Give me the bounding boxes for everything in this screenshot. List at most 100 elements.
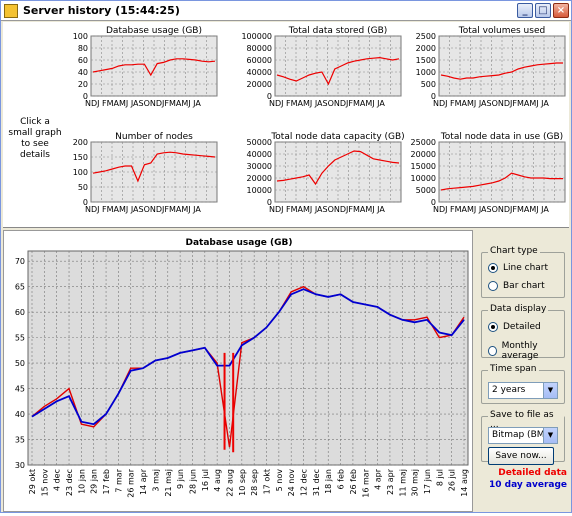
radio-dot-icon — [488, 346, 497, 356]
x-axis-months: NDJ FMAMJ JASONDJFMAMJ JA — [269, 99, 385, 108]
y-tick-label: 0 — [431, 92, 436, 101]
x-tick-label: 4 apr — [374, 468, 383, 490]
y-tick-label: 60 — [78, 56, 88, 65]
x-axis-months: NDJ FMAMJ JASONDJFMAMJ JA — [433, 99, 549, 108]
y-tick-label: 60000 — [247, 56, 272, 65]
y-tick-label: 100 — [73, 32, 88, 41]
y-tick-label: 2500 — [416, 32, 436, 41]
y-tick-label: 200 — [73, 138, 88, 147]
x-axis-months: NDJ FMAMJ JASONDJFMAMJ JA — [433, 205, 549, 214]
x-axis-months: NDJ FMAMJ JASONDJFMAMJ JA — [85, 205, 201, 214]
legend-average: 10 day average — [489, 480, 567, 490]
y-tick-label: 150 — [73, 153, 88, 162]
x-tick-label: 29 jan — [90, 469, 99, 494]
time-span-label: Time span — [488, 364, 539, 374]
y-tick-label: 35 — [15, 436, 25, 445]
x-tick-label: 26 jul — [448, 469, 457, 491]
x-tick-label: 5 nov — [275, 469, 284, 492]
y-tick-label: 10000 — [247, 186, 272, 195]
y-tick-label: 60 — [15, 308, 25, 317]
y-tick-label: 70 — [15, 257, 25, 266]
small-chart-title: Total volumes used — [458, 26, 545, 36]
small-chart-line — [440, 62, 563, 80]
x-tick-label: 26 feb — [349, 469, 358, 495]
y-tick-label: 0 — [267, 198, 272, 207]
x-tick-label: 11 maj — [398, 469, 407, 497]
x-tick-label: 16 mar — [361, 468, 370, 497]
x-tick-label: 31 dec — [312, 469, 321, 496]
radio-monthly-average-label: Monthly average — [501, 341, 539, 361]
y-tick-label: 0 — [83, 198, 88, 207]
small-chart-2: Total data stored (GB) 100000 80000 60000 40… — [241, 26, 402, 108]
series-line-average — [31, 288, 465, 426]
chart-type-group: Chart type Line chart Bar chart — [481, 246, 565, 298]
detail-panel: Database usage (GB) 30 35 40 45 50 55 60 65 70 29 … — [3, 230, 569, 512]
chart-type-label: Chart type — [488, 246, 540, 256]
small-chart-line — [440, 172, 563, 191]
summary-charts-panel: Click a small graph to see details Datab… — [3, 22, 569, 228]
data-display-group: Data display Detailed Monthly average — [481, 304, 565, 361]
close-button[interactable]: × — [553, 3, 569, 18]
small-chart-title: Database usage (GB) — [106, 26, 202, 36]
x-tick-label: 23 dec — [65, 469, 74, 496]
save-now-button[interactable]: Save now... — [488, 447, 554, 465]
y-tick-label: 1000 — [416, 68, 436, 77]
radio-bar-chart-label: Bar chart — [503, 281, 545, 291]
main-chart-svg: Database usage (GB) 30 35 40 45 50 55 60 65 70 29 … — [15, 238, 469, 498]
y-tick-label: 65 — [15, 283, 25, 292]
chevron-down-icon[interactable]: ▼ — [543, 428, 557, 443]
y-tick-label: 50000 — [247, 138, 272, 147]
save-group: Save to file as ... Bitmap (BMP) ▼ Save n… — [481, 410, 565, 465]
y-tick-label: 45 — [15, 385, 25, 394]
save-format-select[interactable]: Bitmap (BMP) ▼ — [488, 427, 558, 444]
small-chart-6: Total node data in use (GB) 25000 20000 150… — [411, 132, 566, 214]
small-chart-title: Total node data capacity (GB) — [270, 132, 404, 142]
x-tick-label: 4 aug — [213, 469, 222, 492]
x-tick-label: 30 maj — [411, 469, 420, 497]
radio-bar-chart[interactable]: Bar chart — [488, 281, 545, 291]
small-chart-line — [276, 150, 400, 186]
small-chart-line — [92, 58, 216, 77]
time-span-select[interactable]: 2 years ▼ — [488, 382, 558, 399]
x-axis-months: NDJ FMAMJ JASONDJFMAMJ JA — [269, 205, 385, 214]
legend-detailed: Detailed data — [498, 468, 567, 478]
x-tick-label: 3 maj — [151, 469, 160, 492]
y-tick-label: 20000 — [411, 150, 436, 159]
y-tick-label: 0 — [267, 92, 272, 101]
y-tick-label: 0 — [83, 92, 88, 101]
y-tick-label: 20000 — [247, 174, 272, 183]
radio-monthly-average[interactable]: Monthly average — [488, 341, 564, 361]
chevron-down-icon[interactable]: ▼ — [543, 383, 557, 398]
maximize-button[interactable]: □ — [535, 3, 551, 18]
x-tick-label: 14 apr — [139, 468, 148, 495]
y-tick-label: 40000 — [247, 68, 272, 77]
y-tick-label: 20 — [78, 80, 88, 89]
y-tick-label: 80000 — [247, 44, 272, 53]
small-chart-title: Total node data in use (GB) — [440, 132, 563, 142]
x-tick-label: 22 aug — [225, 469, 234, 497]
y-tick-label: 100 — [73, 168, 88, 177]
x-tick-label: 29 okt — [28, 469, 37, 494]
y-tick-label: 40 — [78, 68, 88, 77]
x-tick-label: 15 nov — [40, 469, 49, 497]
radio-detailed[interactable]: Detailed — [488, 322, 541, 332]
x-tick-label: 26 mar — [127, 468, 136, 497]
x-tick-label: 4 dec — [53, 469, 62, 491]
y-tick-label: 500 — [421, 80, 436, 89]
small-chart-line — [276, 56, 400, 86]
hint-text: Click a small graph to see details — [8, 117, 62, 160]
x-tick-label: 18 jan — [324, 469, 333, 494]
x-tick-label: 17 feb — [102, 469, 111, 495]
y-tick-label: 2000 — [416, 44, 436, 53]
radio-detailed-label: Detailed — [503, 322, 541, 332]
radio-line-chart[interactable]: Line chart — [488, 263, 548, 273]
y-tick-label: 25000 — [411, 138, 436, 147]
y-tick-label: 80 — [78, 44, 88, 53]
minimize-button[interactable]: _ — [517, 3, 533, 18]
y-tick-label: 0 — [431, 198, 436, 207]
x-tick-label: 16 jul — [201, 469, 210, 491]
